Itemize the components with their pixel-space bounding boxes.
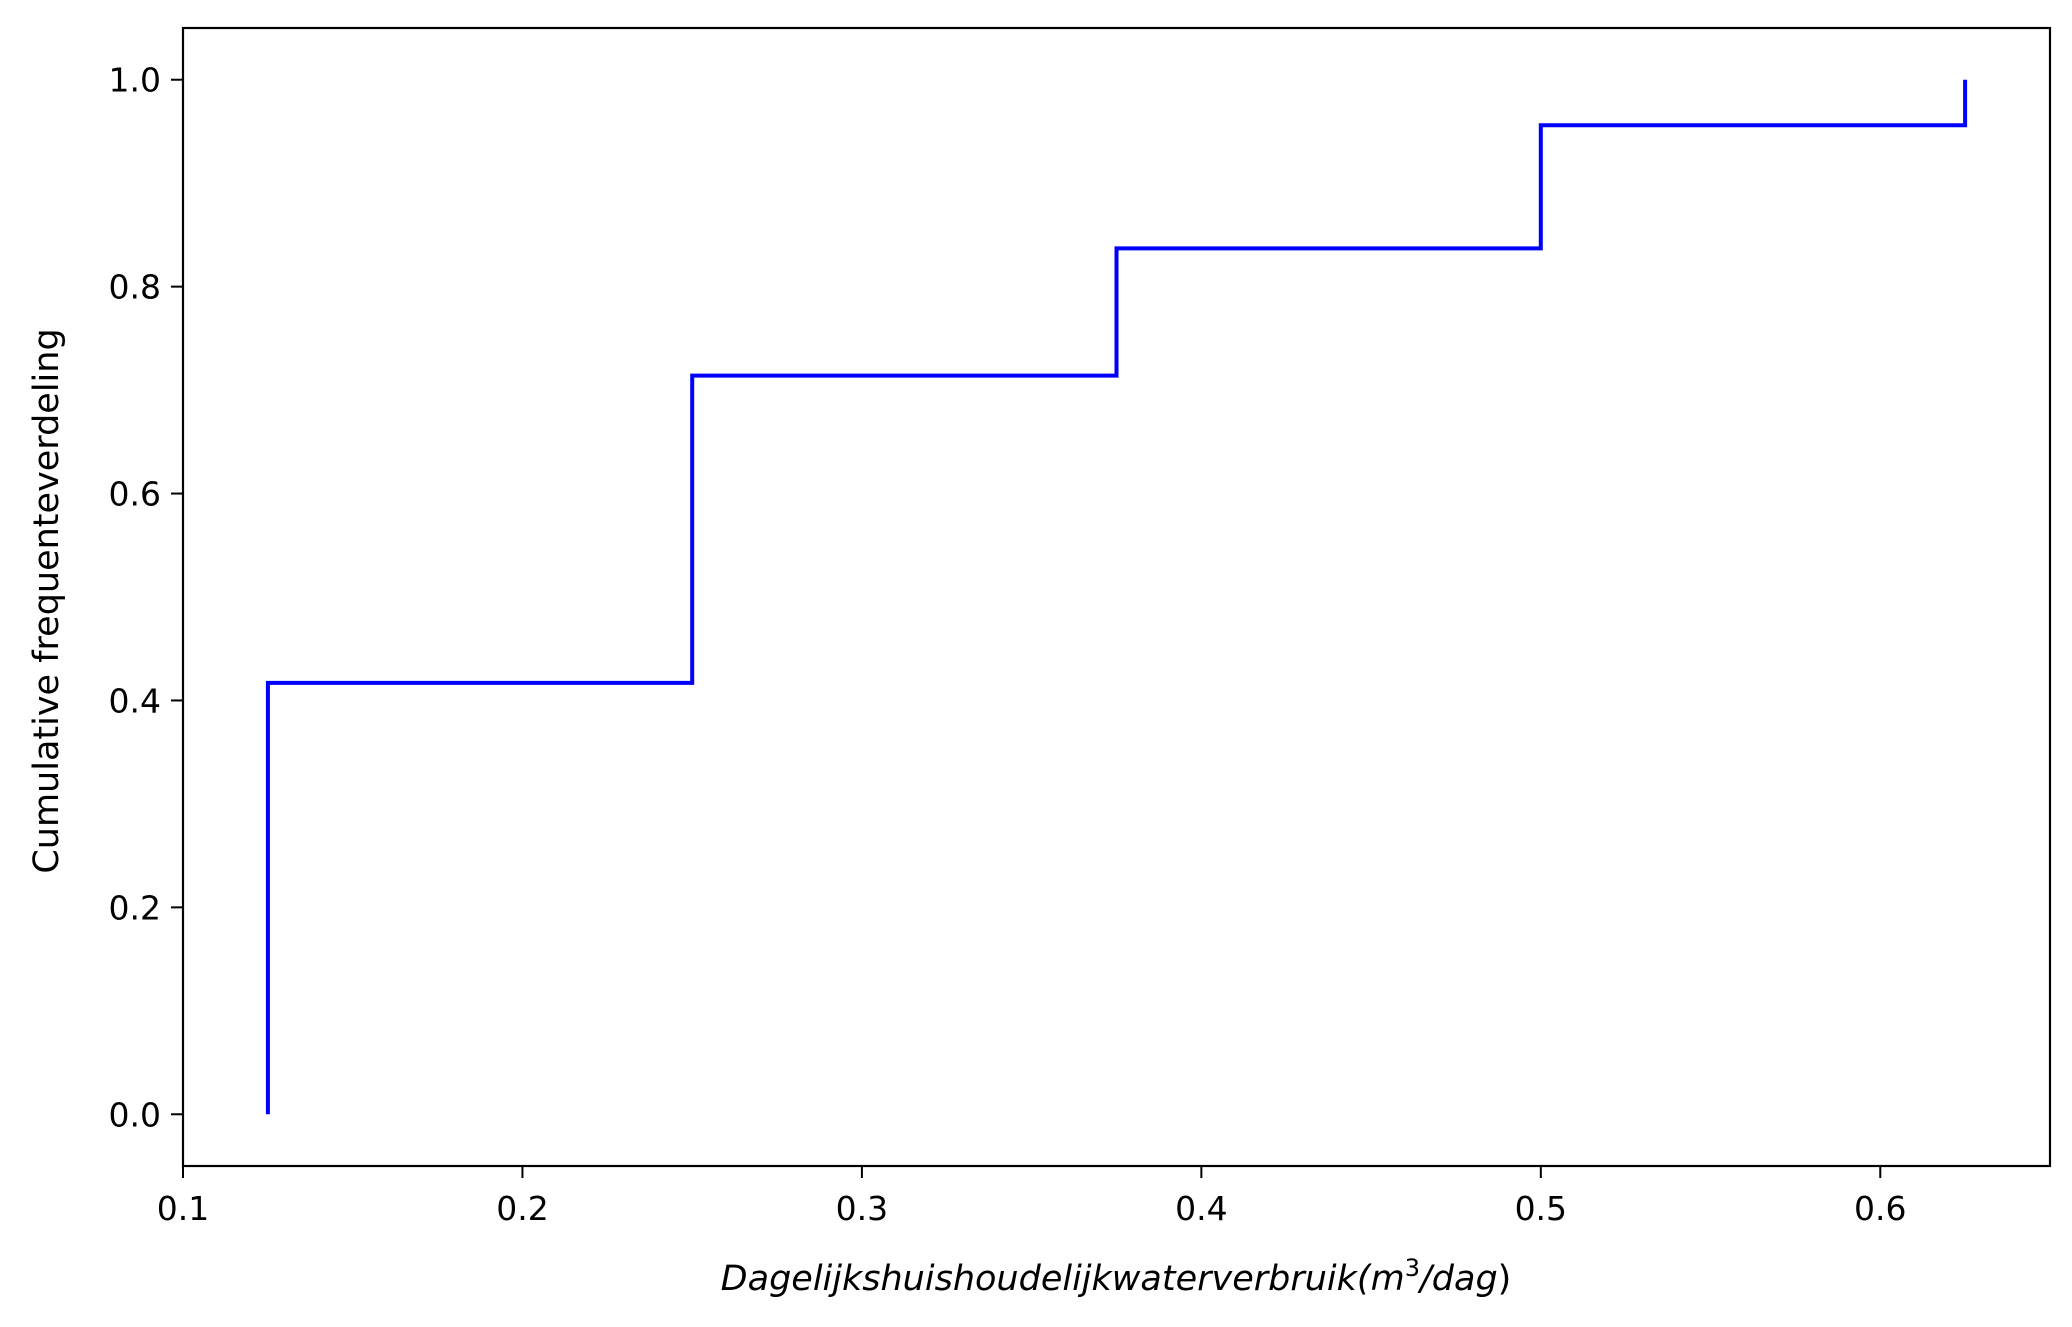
y-tick-label: 1.0: [109, 61, 161, 100]
x-axis-label-unit-exponent: 3: [1405, 1254, 1420, 1282]
x-axis-label-unit-base: m: [1371, 1259, 1405, 1299]
x-tick-label: 0.1: [157, 1189, 209, 1228]
x-tick-label: 0.6: [1854, 1189, 1906, 1228]
y-axis-label: Cumulative frequenteverdeling: [27, 328, 67, 873]
x-axis-label-close-paren: ): [1498, 1259, 1512, 1299]
x-axis-label-prefix: Dagelijkshuishoudelijkwaterverbruik(: [721, 1259, 1372, 1299]
cumulative-step-line: [265, 79, 1968, 1115]
y-tick-label: 0.6: [109, 475, 161, 514]
x-tick-label: 0.4: [1175, 1189, 1227, 1228]
y-tick-label: 0.8: [109, 268, 161, 307]
y-tick-label: 0.4: [109, 681, 161, 720]
y-axis-ticks: 0.0 0.2 0.4 0.6 0.8 1.0: [109, 61, 183, 1134]
x-tick-label: 0.3: [836, 1189, 888, 1228]
x-axis-ticks: 0.1 0.2 0.3 0.4 0.5 0.6: [157, 1166, 1907, 1228]
x-tick-label: 0.5: [1515, 1189, 1567, 1228]
x-tick-label: 0.2: [496, 1189, 548, 1228]
y-tick-label: 0.2: [109, 888, 161, 927]
series-layer: [265, 79, 1968, 1115]
plot-frame: [181, 26, 2052, 1168]
x-axis-label-unit-suffix: /dag: [1417, 1259, 1498, 1299]
x-axis-label: Dagelijkshuishoudelijkwaterverbruik(m3/d…: [721, 1254, 1512, 1299]
y-tick-label: 0.0: [109, 1095, 161, 1134]
